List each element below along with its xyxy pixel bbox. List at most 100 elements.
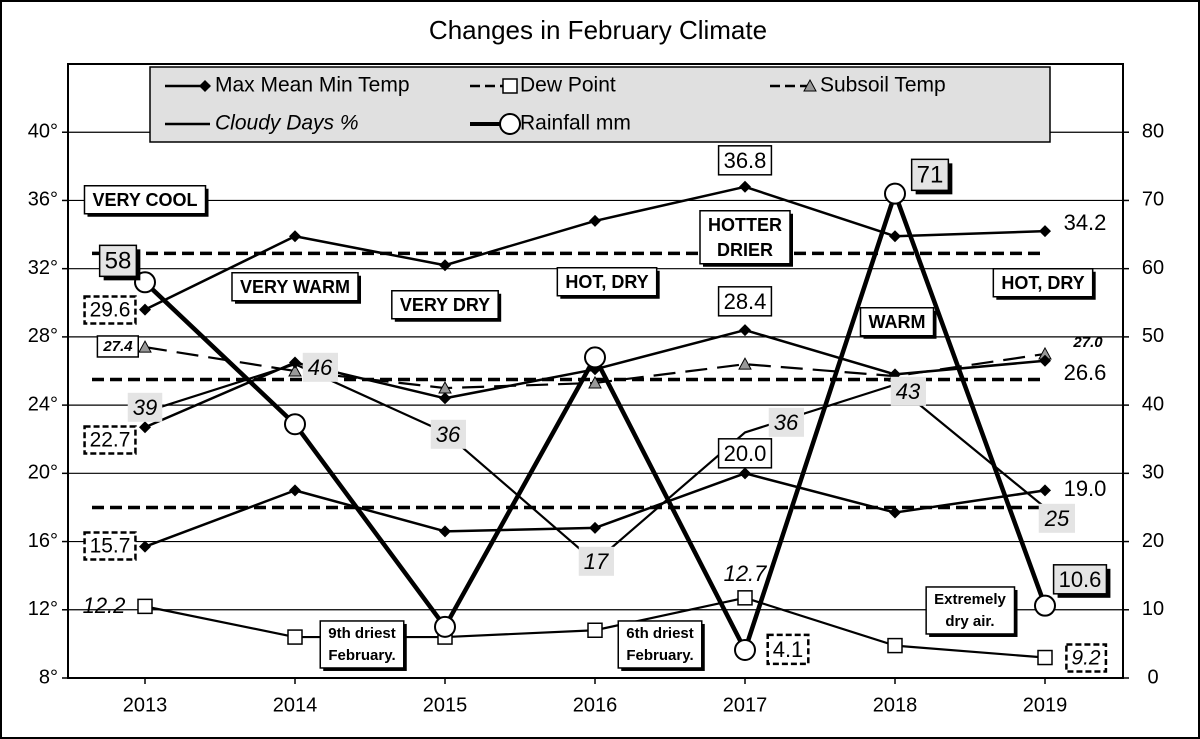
- point-marker: [884, 182, 906, 205]
- point-marker: [284, 413, 306, 436]
- data-label: 46: [308, 355, 333, 380]
- data-label: 12.7: [724, 561, 768, 586]
- label-box: [890, 376, 926, 406]
- y-tick-label: 32°: [28, 257, 58, 279]
- point-marker: [589, 521, 601, 534]
- annotation-text: 9th driest: [328, 625, 396, 642]
- point-marker: [739, 180, 751, 193]
- point-marker: [1039, 484, 1051, 497]
- point-marker: [199, 80, 211, 92]
- annotation: WARM: [859, 307, 937, 339]
- point-marker: [439, 259, 451, 272]
- point-marker: [1039, 225, 1051, 238]
- annotation-text: HOT, DRY: [565, 272, 648, 292]
- point-marker: [737, 590, 753, 606]
- y2-tick-label: 50: [1142, 325, 1164, 347]
- point-marker: [1037, 649, 1053, 666]
- y-tick-label: 8°: [39, 666, 58, 688]
- annotation-box: [391, 290, 499, 320]
- label-box: [717, 145, 773, 176]
- point-marker: [439, 392, 451, 405]
- label-box: [430, 419, 466, 449]
- annotation-text: HOTTER: [708, 215, 782, 235]
- x-tick-label: 2014: [273, 694, 318, 716]
- y2-tick-label: 40: [1142, 393, 1164, 415]
- point-marker: [1039, 354, 1051, 367]
- data-label: 36: [436, 422, 461, 447]
- label-box: [1052, 564, 1108, 595]
- annotation-text: Extremely: [934, 591, 1006, 608]
- point-marker: [738, 357, 752, 370]
- chart-title: Changes in February Climate: [429, 15, 767, 45]
- point-marker: [434, 615, 456, 638]
- point-marker: [584, 346, 606, 369]
- label-box: [302, 352, 338, 382]
- y-tick-label: 40°: [28, 121, 58, 143]
- data-label: 22.7: [90, 429, 131, 452]
- annotation: HOT, DRY: [992, 268, 1096, 300]
- data-label: 15.7: [90, 535, 131, 558]
- annotation-text: February.: [328, 647, 395, 664]
- point-marker: [734, 639, 756, 662]
- annotation: Extremely dry air.: [925, 586, 1018, 637]
- point-marker: [439, 525, 451, 538]
- annotation-box: [83, 185, 207, 215]
- legend-label: Rainfall mm: [520, 112, 631, 135]
- label-box: [83, 295, 137, 325]
- point-marker: [287, 629, 303, 645]
- legend-label: Cloudy Days %: [215, 112, 359, 135]
- annotation-box: [992, 268, 1094, 298]
- data-label: 71: [917, 161, 944, 188]
- y-tick-label: 24°: [28, 393, 58, 415]
- y-tick-label: 20°: [28, 462, 58, 484]
- x-tick-label: 2017: [723, 694, 768, 716]
- annotation-text: WARM: [869, 312, 926, 332]
- point-marker: [139, 421, 151, 434]
- y-tick-label: 28°: [28, 325, 58, 347]
- annotation-box: [925, 586, 1016, 635]
- data-label: 12.2: [83, 593, 126, 618]
- point-marker: [139, 303, 151, 316]
- label-box: [766, 633, 810, 666]
- label-box: [717, 438, 773, 469]
- y2-tick-label: 60: [1142, 257, 1164, 279]
- point-marker: [138, 340, 152, 353]
- annotation-text: February.: [626, 647, 693, 664]
- point-marker: [889, 506, 901, 519]
- data-label: 9.2: [1071, 647, 1101, 670]
- data-label: 34.2: [1064, 210, 1107, 235]
- annotation-text: VERY DRY: [400, 295, 490, 315]
- y2-tick-label: 0: [1147, 666, 1158, 688]
- data-label: 29.6: [90, 299, 131, 322]
- point-marker: [887, 637, 903, 654]
- point-marker: [589, 214, 601, 227]
- data-label: 27.0: [1072, 334, 1103, 351]
- point-marker: [588, 375, 602, 389]
- label-box: [1038, 503, 1075, 533]
- x-tick-label: 2015: [423, 694, 468, 716]
- annotation: 6th driest February.: [617, 620, 705, 671]
- annotation-box: [699, 210, 791, 265]
- data-label: 20.0: [724, 441, 767, 466]
- label-box: [1065, 643, 1108, 673]
- annotation: VERY DRY: [391, 290, 502, 322]
- legend-label: Dew Point: [520, 74, 616, 97]
- legend-box: [149, 66, 1051, 143]
- point-marker: [739, 467, 751, 480]
- x-tick-label: 2016: [573, 694, 618, 716]
- label-box: [96, 335, 140, 358]
- annotation-box: [859, 307, 935, 337]
- label-box: [910, 158, 950, 192]
- annotation-box: [556, 267, 658, 297]
- data-label: 43: [896, 379, 921, 404]
- data-label: 17: [584, 549, 609, 574]
- annotation: HOT, DRY: [556, 267, 660, 299]
- annotation: 9th driest February.: [319, 620, 407, 671]
- label-box: [83, 531, 137, 561]
- y2-tick-label: 70: [1142, 189, 1164, 211]
- point-marker: [289, 356, 301, 369]
- label-box: [768, 407, 804, 437]
- data-label: 10.6: [1059, 567, 1102, 592]
